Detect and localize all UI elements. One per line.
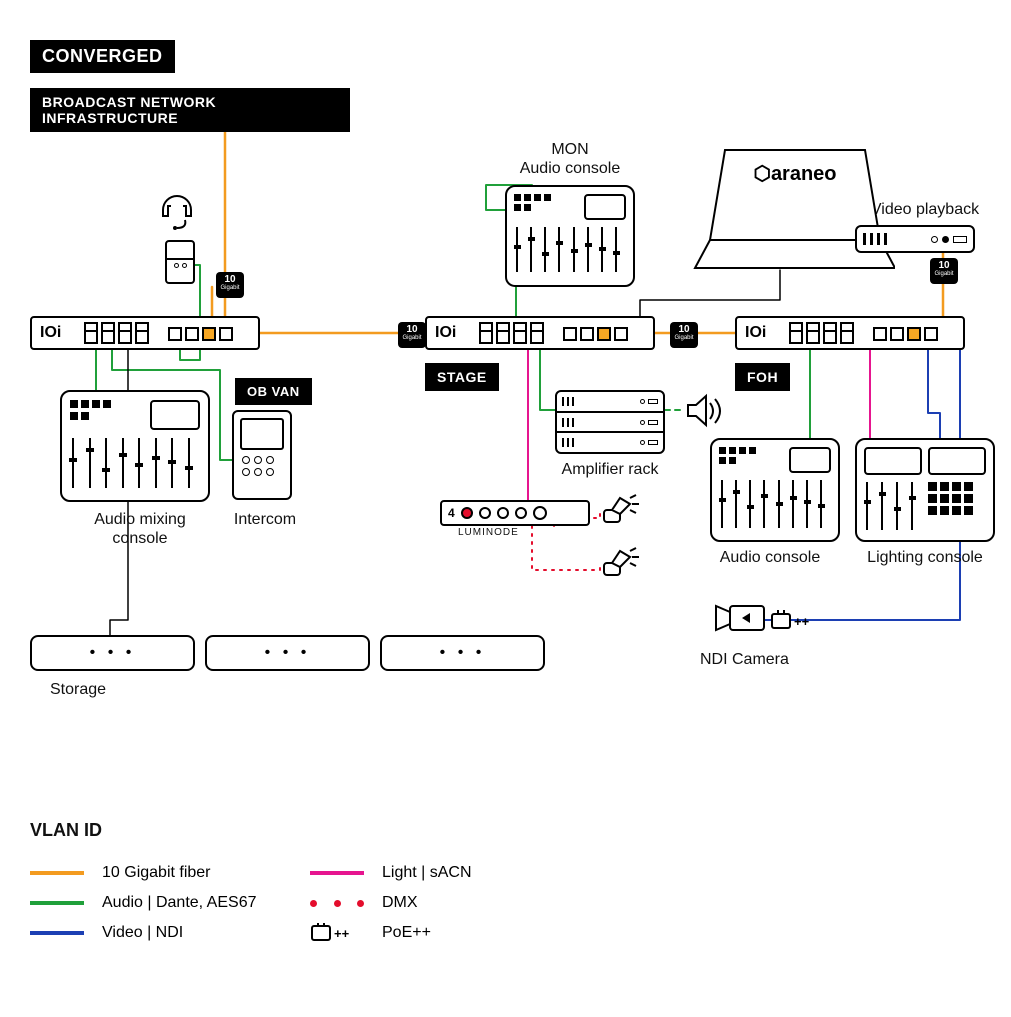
svg-text:⬡araneo: ⬡araneo: [753, 163, 836, 185]
laptop-icon: ⬡araneo: [685, 140, 895, 280]
label-mon: MONAudio console: [490, 140, 650, 178]
legend-item: Light | sACN: [310, 858, 472, 888]
araneo-text: araneo: [771, 163, 837, 185]
luminode-num: 4: [448, 506, 455, 520]
speaker-icon: [685, 393, 725, 428]
audio-mixing-console-icon: [60, 390, 210, 502]
label-mon-text: MONAudio console: [520, 141, 621, 177]
network-switch: IOi: [425, 316, 655, 350]
label-luminode: LUMINODE: [458, 527, 538, 539]
amplifier-rack-icon: [555, 390, 665, 454]
poe-plus-text: ++: [794, 614, 810, 629]
ten-gigabit-badge: 10Gigabit: [670, 322, 698, 348]
legend-dots-dmx: [310, 900, 364, 907]
badge-converged: CONVERGED: [30, 40, 175, 73]
legend-swatch-video: [30, 931, 84, 935]
legend-swatch-audio: [30, 901, 84, 905]
legend-text: PoE++: [382, 924, 431, 942]
foh-audio-console-icon: [710, 438, 840, 542]
storage-box: • • •: [30, 635, 195, 671]
moving-light-icon: [598, 490, 642, 530]
label-intercom: Intercom: [215, 510, 315, 529]
legend-right: Light | sACN DMX ++ PoE++: [310, 858, 472, 948]
svg-text:++: ++: [334, 926, 350, 941]
intercom-icon: [232, 410, 292, 500]
storage-box: • • •: [205, 635, 370, 671]
diagram-canvas: CONVERGED BROADCAST NETWORK INFRASTRUCTU…: [0, 0, 1011, 1017]
ndi-camera-icon: ++: [712, 600, 822, 640]
legend-item: DMX: [310, 888, 472, 918]
legend-item: 10 Gigabit fiber: [30, 858, 256, 888]
label-audio-mixing: Audio mixingconsole: [60, 510, 220, 548]
label-storage: Storage: [50, 680, 150, 699]
label-ndi-camera: NDI Camera: [700, 650, 830, 669]
legend-text: Video | NDI: [102, 924, 183, 942]
legend-left: 10 Gigabit fiber Audio | Dante, AES67 Vi…: [30, 858, 256, 948]
foh-lighting-console-icon: [855, 438, 995, 542]
legend-item: Video | NDI: [30, 918, 256, 948]
legend-swatch-fiber: [30, 871, 84, 875]
ten-gigabit-badge: 10Gigabit: [398, 322, 426, 348]
network-switch: IOi: [30, 316, 260, 350]
ten-gigabit-badge: 10Gigabit: [930, 258, 958, 284]
badge-stage: STAGE: [425, 363, 499, 391]
video-playback-icon: [855, 225, 975, 253]
label-vlanid: VLAN ID: [30, 820, 150, 842]
legend-poe-icon: ++: [310, 922, 364, 945]
legend-text: Light | sACN: [382, 864, 472, 882]
legend-swatch-light: [310, 871, 364, 875]
label-lighting-console: Lighting console: [850, 548, 1000, 567]
legend-text: 10 Gigabit fiber: [102, 864, 211, 882]
badge-broadcast: BROADCAST NETWORK INFRASTRUCTURE: [30, 88, 350, 132]
badge-obvan: OB VAN: [235, 378, 312, 405]
label-audio-console: Audio console: [700, 548, 840, 567]
label-amplifier: Amplifier rack: [535, 460, 685, 479]
mon-console-icon: [505, 185, 635, 287]
legend-text: DMX: [382, 894, 418, 912]
legend-item: ++ PoE++: [310, 918, 472, 948]
luminode-icon: 4: [440, 500, 590, 526]
legend-text: Audio | Dante, AES67: [102, 894, 256, 912]
network-switch: IOi: [735, 316, 965, 350]
storage-box: • • •: [380, 635, 545, 671]
label-audio-mixing-text: Audio mixingconsole: [94, 511, 186, 547]
moving-light-icon: [598, 543, 642, 583]
ten-gigabit-badge: 10Gigabit: [216, 272, 244, 298]
beltpack-icon: [165, 240, 195, 284]
headset-icon: [155, 188, 200, 233]
badge-foh: FOH: [735, 363, 790, 391]
legend-item: Audio | Dante, AES67: [30, 888, 256, 918]
